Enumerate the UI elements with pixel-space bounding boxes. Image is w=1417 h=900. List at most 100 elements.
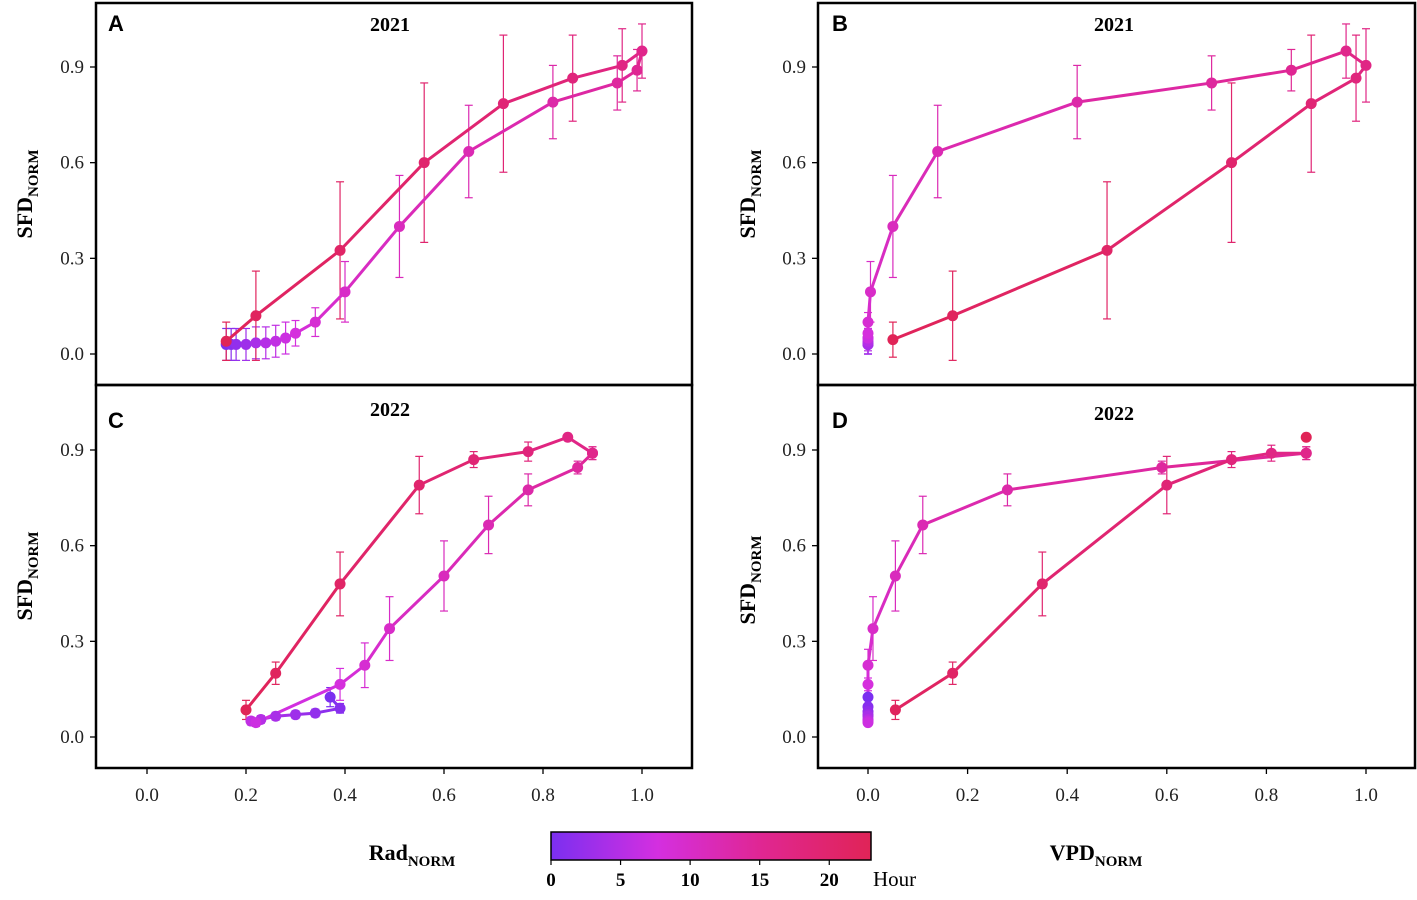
panel-a-data-point — [240, 338, 252, 350]
panel-c-data-point — [290, 709, 301, 721]
panel-c-data-point — [468, 454, 480, 466]
panel-d-data-point — [862, 678, 874, 690]
panel-b-data-point — [1305, 98, 1317, 110]
panel-c-ytick-label: 0.6 — [60, 536, 84, 557]
panel-b-series-segment — [891, 150, 940, 228]
panel-b-data-point — [1350, 72, 1362, 84]
panel-b-data-point — [1360, 59, 1372, 71]
panel-c-data-point — [270, 667, 282, 679]
x-axis-label-rad: RadNORM — [369, 840, 456, 870]
panel-a-series-segment — [467, 100, 555, 154]
panel-d-data-point — [1226, 454, 1238, 466]
panel-a: 0.0 0.3 0.6 0.9 A 2021 SFDNORM — [12, 1, 694, 387]
panel-c-data-point — [309, 707, 321, 719]
colorbar-tick-label: 15 — [750, 870, 769, 891]
panel-d-data-point — [1036, 578, 1048, 590]
panel-d-data-point — [1001, 484, 1013, 496]
panel-c-data-point — [522, 484, 534, 496]
panel-b-data-point — [1340, 45, 1352, 57]
panel-d-data-point — [867, 623, 879, 635]
panel-d-data-point — [947, 667, 959, 679]
panel-b-data-point — [887, 334, 899, 346]
panel-d-ylabel-main: SFD — [735, 583, 760, 625]
panel-a-series-segment — [338, 161, 426, 252]
panel-d-series-segment — [871, 574, 897, 631]
panel-d-data-point — [862, 659, 874, 671]
panel-d-series-segment — [951, 582, 1044, 675]
panel-b-ytick-label: 0.3 — [782, 248, 806, 269]
panel-c-data-point — [334, 578, 346, 590]
panel-b-series-segment — [1309, 76, 1358, 106]
panel-c-series-segment — [487, 488, 530, 527]
panel-c-ytick-label: 0.3 — [60, 631, 84, 652]
panel-c-title: 2022 — [370, 399, 410, 421]
panel-d-xtick-label: 0.4 — [1055, 785, 1079, 806]
panel-d-ytick-label: 0.9 — [782, 440, 806, 461]
panel-d-series-segment — [1005, 466, 1164, 492]
panel-b-data-point — [887, 220, 899, 232]
panel-c-xtick-label: 0.4 — [333, 785, 357, 806]
panel-a-data-point — [230, 338, 242, 350]
panel-c-data-point — [483, 519, 495, 531]
panel-a-data-point — [567, 72, 579, 84]
panel-d-xtick-label: 1.0 — [1354, 785, 1378, 806]
panel-a-data-point — [280, 332, 292, 344]
panel-c-xtick-label: 1.0 — [630, 785, 654, 806]
panel-d-series-segment — [893, 523, 925, 578]
panel-d-data-point — [889, 570, 901, 582]
panel-d-series-segment — [1040, 483, 1169, 586]
panel-d-series-segment — [1165, 458, 1234, 487]
panel-b-data-point — [947, 310, 959, 322]
panel-a-data-point — [616, 59, 628, 71]
panel-a-data-point — [393, 220, 405, 232]
panel-b-data-point — [862, 316, 874, 328]
panel-b-ytick-label: 0.0 — [782, 344, 806, 365]
panel-b-series-segment — [936, 100, 1079, 154]
panel-a-series-segment — [254, 248, 342, 318]
panel-b-title: 2021 — [1094, 14, 1134, 36]
panel-c-data-point — [324, 691, 336, 703]
panel-d-title: 2022 — [1094, 403, 1134, 425]
panel-d-frame — [816, 383, 1417, 770]
panel-d-series-segment — [921, 488, 1009, 527]
panel-a-ylabel: SFDNORM — [12, 149, 42, 238]
panel-b-series-segment — [951, 248, 1109, 318]
panel-a-series-segment — [224, 314, 258, 343]
panel-a-ytick-label: 0.9 — [60, 57, 84, 78]
panel-a-data-point — [339, 286, 351, 298]
panel-c-series-segment — [338, 483, 421, 586]
panel-c-series-segment — [472, 450, 530, 462]
panel-a-data-point — [547, 96, 559, 108]
panel-b-series-segment — [868, 224, 895, 294]
panel-b-frame — [816, 1, 1417, 387]
panel-d-data-point — [917, 519, 929, 531]
colorbar-tick-label: 0 — [546, 870, 556, 891]
panel-d-data-point — [862, 717, 874, 729]
panel-a-data-point — [497, 98, 509, 110]
panel-c-data-point — [334, 702, 346, 714]
panel-c-data-point — [413, 479, 425, 491]
panel-c-series-segment — [244, 671, 278, 712]
panel-b-series-segment — [1289, 49, 1348, 72]
panel-a-data-point — [290, 327, 301, 339]
panel-d: 0.0 0.3 0.6 0.9 0.0 0.2 0.4 0.6 0.8 1.0 D 2022 SF… — [735, 383, 1417, 806]
x-axis-label-vpd-sub: NORM — [1095, 854, 1143, 870]
panel-a-series-segment — [343, 224, 401, 294]
panel-a-series-segment — [501, 76, 575, 106]
panel-b-data-point — [1101, 244, 1113, 256]
panel-c-data-point — [438, 570, 450, 582]
panel-c-series-segment — [526, 435, 570, 454]
panel-b-ytick-label: 0.6 — [782, 153, 806, 174]
panel-d-xtick-label: 0.8 — [1255, 785, 1279, 806]
panel-a-series-segment — [571, 63, 624, 80]
panel-d-xtick-label: 0.0 — [856, 785, 880, 806]
x-axis-label-rad-main: Rad — [369, 840, 408, 865]
x-axis-label-rad-sub: NORM — [408, 854, 456, 870]
panel-c-series-segment — [442, 523, 491, 578]
panel-c-frame — [94, 383, 694, 770]
panel-c-series-segment — [388, 574, 446, 631]
panel-c-data-point — [359, 659, 371, 671]
x-axis-label-vpd-main: VPD — [1050, 840, 1095, 865]
panel-d-ytick-label: 0.0 — [782, 727, 806, 748]
panel-b-data-point — [1206, 77, 1218, 89]
